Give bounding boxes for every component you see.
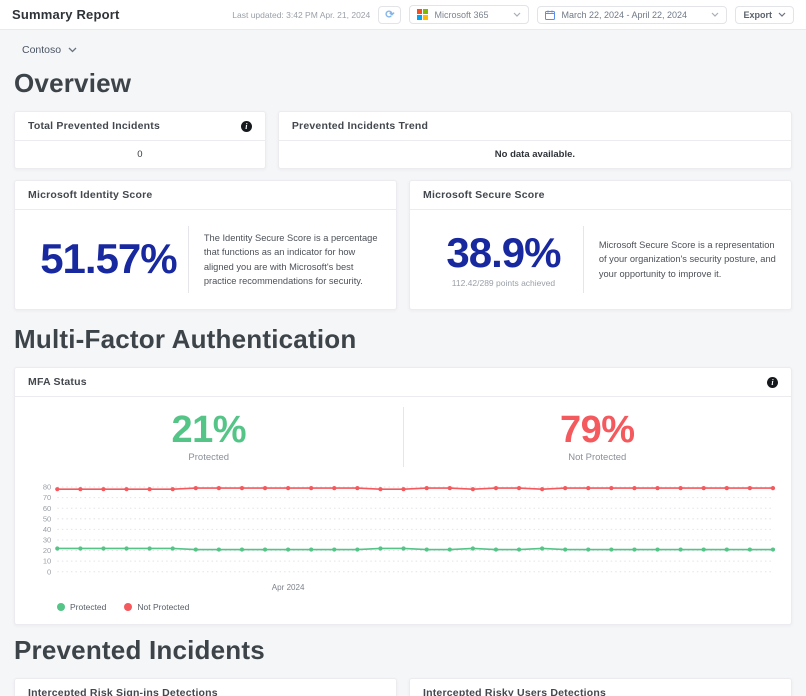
card-title: Microsoft Identity Score <box>28 189 153 201</box>
card-title: MFA Status <box>28 376 87 388</box>
secure-score-points: 112.42/289 points achieved <box>451 278 556 289</box>
product-selector-label: Microsoft 365 <box>434 9 489 20</box>
vertical-divider <box>582 226 584 293</box>
protected-label: Protected <box>188 452 230 464</box>
microsoft-logo-icon <box>417 9 429 20</box>
vertical-divider <box>187 226 189 293</box>
card-title: Intercepted Risk Sign-ins Detections <box>28 686 218 696</box>
card-title: Total Prevented Incidents <box>28 120 160 132</box>
svg-text:60: 60 <box>43 504 51 513</box>
legend-dot-red-icon <box>124 602 133 611</box>
svg-text:80: 80 <box>43 483 51 492</box>
mfa-not-protected-stat: 79% Not Protected <box>404 408 792 464</box>
svg-text:20: 20 <box>43 546 51 555</box>
not-protected-percentage: 79% <box>559 408 635 451</box>
no-data-message: No data available. <box>494 149 576 160</box>
svg-text:0: 0 <box>47 567 51 576</box>
identity-score-description: The Identity Secure Score is a percentag… <box>203 232 378 286</box>
refresh-icon: ⟳ <box>385 8 395 21</box>
svg-text:40: 40 <box>43 525 51 534</box>
risk-signins-card: Intercepted Risk Sign-ins Detections <box>14 677 397 696</box>
last-updated-text: Last updated: 3:42 PM Apr. 21, 2024 <box>232 9 371 20</box>
svg-text:30: 30 <box>43 536 51 545</box>
page-title: Summary Report <box>12 7 120 22</box>
chevron-down-icon <box>514 12 521 17</box>
card-title: Prevented Incidents Trend <box>291 120 429 132</box>
prevented-incidents-trend-card: Prevented Incidents Trend No data availa… <box>277 111 792 169</box>
info-icon[interactable]: i <box>240 120 252 132</box>
svg-text:Apr 2024: Apr 2024 <box>272 583 305 592</box>
total-prevented-incidents-card: Total Prevented Incidents i 0 <box>14 111 266 169</box>
card-title: Intercepted Risky Users Detections <box>423 686 607 696</box>
legend-item-not-protected[interactable]: Not Protected <box>124 602 189 612</box>
mfa-heading: Multi-Factor Authentication <box>14 324 357 354</box>
prevented-incidents-heading: Prevented Incidents <box>14 634 265 665</box>
secure-score-description: Microsoft Secure Score is a representati… <box>598 239 776 279</box>
svg-text:10: 10 <box>43 557 51 566</box>
mfa-status-card: MFA Status i 21% Protected 79% Not Prote… <box>14 367 792 625</box>
total-prevented-incidents-value: 0 <box>137 149 143 160</box>
chevron-down-icon <box>68 47 77 53</box>
secure-score-card: Microsoft Secure Score 38.9% 112.42/289 … <box>409 180 792 310</box>
tenant-selector-label: Contoso <box>22 44 62 56</box>
info-icon[interactable]: i <box>767 376 778 388</box>
date-range-label: March 22, 2024 - April 22, 2024 <box>561 9 688 20</box>
legend-dot-green-icon <box>57 602 65 611</box>
identity-score-value: 51.57% <box>40 235 177 283</box>
identity-score-card: Microsoft Identity Score 51.57% The Iden… <box>14 180 397 310</box>
mfa-protected-stat: 21% Protected <box>15 408 403 464</box>
calendar-icon <box>545 10 556 20</box>
overview-heading: Overview <box>14 68 132 98</box>
chevron-down-icon <box>778 12 786 17</box>
svg-text:70: 70 <box>43 493 51 502</box>
product-selector-dropdown[interactable]: Microsoft 365 <box>409 5 530 24</box>
legend-label: Not Protected <box>137 601 190 612</box>
vertical-divider <box>402 407 404 467</box>
risky-users-card: Intercepted Risky Users Detections <box>409 677 792 696</box>
date-range-dropdown[interactable]: March 22, 2024 - April 22, 2024 <box>537 5 728 24</box>
refresh-button[interactable]: ⟳ <box>378 5 402 24</box>
legend-label: Protected <box>70 601 107 612</box>
secure-score-value: 38.9% <box>446 228 561 276</box>
export-label: Export <box>743 9 772 20</box>
svg-text:50: 50 <box>43 514 51 523</box>
top-bar: Summary Report Last updated: 3:42 PM Apr… <box>0 0 806 30</box>
chevron-down-icon <box>712 12 719 17</box>
export-button[interactable]: Export <box>735 5 794 24</box>
legend-item-protected[interactable]: Protected <box>57 602 106 612</box>
tenant-selector-dropdown[interactable]: Contoso <box>14 38 77 58</box>
not-protected-label: Not Protected <box>568 452 627 464</box>
protected-percentage: 21% <box>171 408 247 451</box>
chart-legend: Protected Not Protected <box>15 594 791 624</box>
card-title: Microsoft Secure Score <box>423 189 545 201</box>
